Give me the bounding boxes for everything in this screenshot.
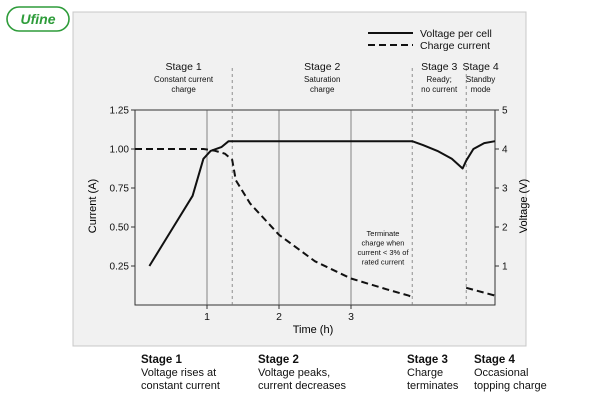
stage-label-title: Stage 2 — [304, 61, 340, 73]
y-left-tick-label: 1.00 — [110, 145, 130, 156]
caption-stage-4: Stage 4 Occasional topping charge — [474, 354, 547, 393]
caption-line: Voltage peaks, — [258, 367, 331, 379]
stage-label-desc: charge — [310, 85, 335, 94]
legend-label: Voltage per cell — [420, 28, 492, 40]
series — [135, 140, 496, 299]
stage-label-title: Stage 4 — [462, 61, 498, 73]
y-right-tick-label: 5 — [502, 106, 508, 117]
stage-label-desc: Constant current — [154, 75, 214, 84]
x-axis-title: Time (h) — [293, 324, 334, 336]
caption-line: topping charge — [474, 380, 547, 392]
stage-label-desc: Standby — [466, 75, 495, 84]
y-left-tick-label: 0.50 — [110, 223, 130, 234]
plot-area — [134, 109, 496, 306]
series-topping-charge — [465, 286, 496, 297]
legend-label: Charge current — [420, 40, 490, 52]
y-left-tick-label: 1.25 — [110, 106, 130, 117]
x-tick-label: 2 — [276, 311, 282, 323]
caption-title: Stage 1 — [141, 354, 182, 366]
stage-label-desc: Saturation — [304, 75, 340, 84]
caption-line: constant current — [141, 380, 220, 392]
series-charge-current — [135, 148, 413, 299]
x-tick-label: 1 — [204, 311, 210, 323]
plot-frame — [134, 109, 496, 306]
y-axis-left-title: Current (A) — [87, 179, 99, 233]
y-left-tick-label: 0.75 — [110, 184, 130, 195]
annotation-line: Terminate — [367, 229, 400, 238]
caption-line: current decreases — [258, 380, 347, 392]
y-right-tick-label: 2 — [502, 223, 508, 234]
y-axis-right-title: Voltage (V) — [518, 179, 530, 233]
stage-label-title: Stage 3 — [421, 61, 457, 73]
stage-label-desc: mode — [471, 85, 492, 94]
y-right-tick-label: 4 — [502, 145, 508, 156]
axis-ticks: 0.25 0.50 0.75 1.00 1.25 1 2 3 4 5 1 2 3 — [110, 106, 508, 324]
y-right-tick-label: 3 — [502, 184, 508, 195]
ufine-logo: Ufine — [6, 6, 70, 32]
y-left-tick-label: 0.25 — [110, 262, 130, 273]
stage-label-desc: no current — [421, 85, 458, 94]
stage-label-desc: Ready; — [427, 75, 452, 84]
annotation-line: current < 3% of — [357, 248, 409, 257]
grid — [206, 110, 352, 305]
y-right-tick-label: 1 — [502, 262, 508, 273]
caption-line: terminates — [407, 380, 459, 392]
logo-text: Ufine — [21, 11, 56, 27]
caption-stage-2: Stage 2 Voltage peaks, current decreases — [258, 354, 346, 393]
series-voltage-per-cell — [148, 140, 496, 267]
caption-title: Stage 2 — [258, 354, 299, 366]
caption-stage-1: Stage 1 Voltage rises at constant curren… — [141, 354, 220, 393]
caption-line: Occasional — [474, 367, 529, 379]
stage-label-title: Stage 1 — [165, 61, 201, 73]
annotation-line: rated current — [362, 258, 405, 267]
stage-label-desc: charge — [171, 85, 196, 94]
caption-line: Charge — [407, 367, 444, 379]
caption-line: Voltage rises at — [141, 367, 217, 379]
caption-title: Stage 4 — [474, 354, 515, 366]
caption-stage-3: Stage 3 Charge terminates — [407, 354, 458, 393]
annotation-line: charge when — [362, 239, 405, 248]
caption-title: Stage 3 — [407, 354, 448, 366]
x-tick-label: 3 — [348, 311, 354, 323]
